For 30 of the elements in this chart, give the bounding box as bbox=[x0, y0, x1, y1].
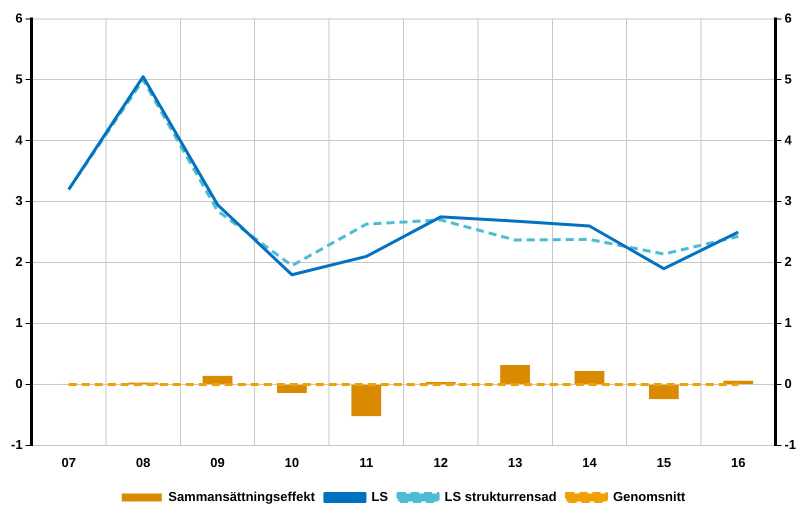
y2-tick-label: 5 bbox=[784, 71, 792, 86]
y-tick-label: 0 bbox=[15, 376, 23, 392]
x-tick-label: 13 bbox=[508, 454, 522, 470]
y-tick-label: 2 bbox=[15, 254, 23, 270]
x-tick-label: 07 bbox=[62, 454, 76, 470]
y-tick-label: 3 bbox=[15, 193, 23, 208]
y2-tick-label: 3 bbox=[784, 193, 792, 208]
x-tick-label: 15 bbox=[656, 454, 672, 470]
x-tick-label: 16 bbox=[731, 454, 746, 470]
x-tick-label: 11 bbox=[359, 454, 374, 470]
x-tick-label: 10 bbox=[284, 454, 300, 470]
legend-label: LS strukturrensad bbox=[444, 489, 557, 504]
y-tick-label: 6 bbox=[15, 10, 23, 26]
y2-tick-label: 0 bbox=[784, 376, 792, 392]
y2-tick-label: 6 bbox=[784, 10, 792, 26]
y-tick-label: 4 bbox=[15, 132, 24, 148]
y-tick-label: -1 bbox=[10, 436, 23, 452]
y-tick-label: 1 bbox=[15, 315, 23, 330]
x-tick-label: 14 bbox=[582, 454, 598, 470]
x-tick-label: 08 bbox=[136, 454, 150, 470]
y2-tick-label: 1 bbox=[784, 315, 792, 330]
y-tick-label: 5 bbox=[15, 71, 23, 86]
y2-tick-label: 2 bbox=[784, 254, 792, 270]
x-tick-label: 09 bbox=[210, 454, 225, 470]
legend-label: LS bbox=[371, 489, 388, 504]
x-tick-label: 12 bbox=[433, 454, 448, 470]
y2-tick-label: 4 bbox=[784, 132, 792, 148]
y2-tick-label: -1 bbox=[784, 436, 796, 452]
legend-label: Sammansättningseffekt bbox=[168, 489, 316, 504]
legend-label: Genomsnitt bbox=[613, 489, 686, 504]
